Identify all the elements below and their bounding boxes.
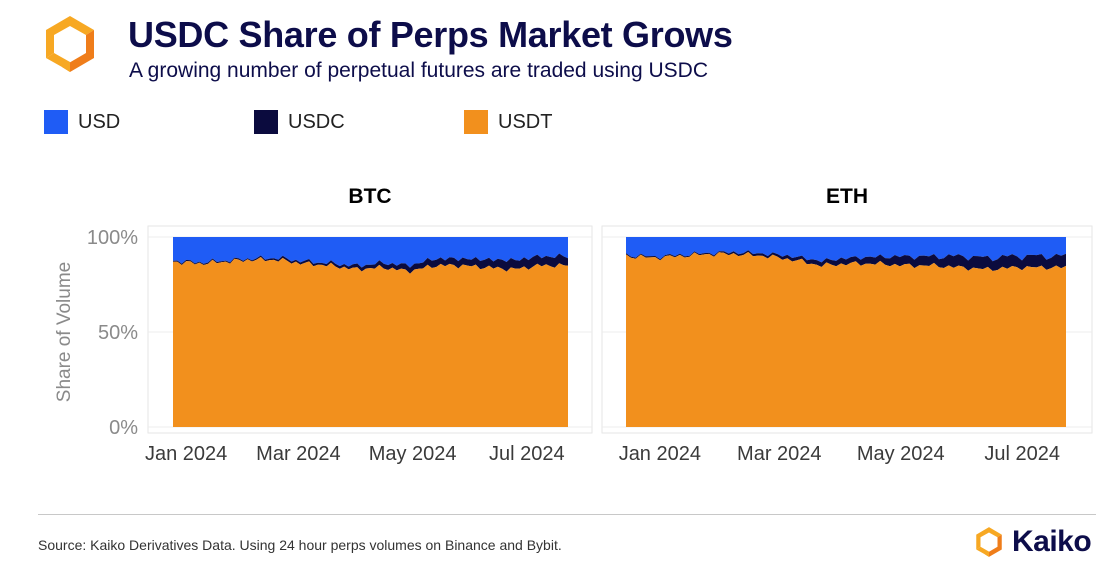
y-tick-label: 0% — [109, 417, 138, 439]
brand-name: Kaiko — [1012, 525, 1092, 558]
legend-swatch-usdt — [464, 110, 488, 134]
legend-swatch-usd — [44, 110, 68, 134]
btc-series-usdt — [173, 257, 568, 427]
page-subtitle: A growing number of perpetual futures ar… — [129, 59, 708, 82]
legend-label-usdt: USDT — [498, 110, 553, 133]
page-title: USDC Share of Perps Market Grows — [128, 14, 733, 55]
y-tick-label: 50% — [98, 322, 138, 344]
btc-x-tick-label: May 2024 — [369, 443, 457, 465]
eth-panel-title: ETH — [826, 185, 868, 208]
eth-x-tick-label: Jul 2024 — [984, 443, 1060, 465]
legend-item-usdc: USDC — [254, 107, 345, 137]
brand: Kaiko — [972, 524, 1092, 560]
btc-x-tick-label: Mar 2024 — [256, 443, 341, 465]
btc-x-tick-label: Jul 2024 — [489, 443, 565, 465]
btc-series-usd — [173, 237, 568, 268]
legend-item-usdt: USDT — [464, 107, 552, 137]
footer-divider — [38, 514, 1096, 515]
eth-x-tick-label: Jan 2024 — [619, 443, 701, 465]
legend-label-usd: USD — [78, 110, 121, 133]
eth-x-tick-label: Mar 2024 — [737, 443, 822, 465]
btc-x-tick-label: Jan 2024 — [145, 443, 227, 465]
eth-x-tick-label: May 2024 — [857, 443, 945, 465]
kaiko-brand-icon — [976, 527, 1002, 557]
y-axis-label: Share of Volume — [54, 262, 75, 402]
y-tick-label: 100% — [87, 227, 138, 249]
kaiko-logo-icon — [46, 16, 94, 72]
eth-series-usdc — [626, 250, 1066, 271]
legend-label-usdc: USDC — [288, 110, 345, 133]
eth-series-usd — [626, 237, 1066, 263]
chart-area: Share of Volume 0% 50% 100% BTC Jan 2024 Mar 2… — [54, 185, 1093, 465]
btc-series-usdc — [173, 253, 568, 274]
legend: USD USDC USDT — [44, 107, 644, 137]
source-note: Source: Kaiko Derivatives Data. Using 24… — [38, 537, 562, 553]
btc-panel-title: BTC — [348, 185, 391, 208]
legend-item-usd: USD — [44, 107, 120, 137]
eth-series-usdt — [626, 252, 1066, 427]
legend-swatch-usdc — [254, 110, 278, 134]
